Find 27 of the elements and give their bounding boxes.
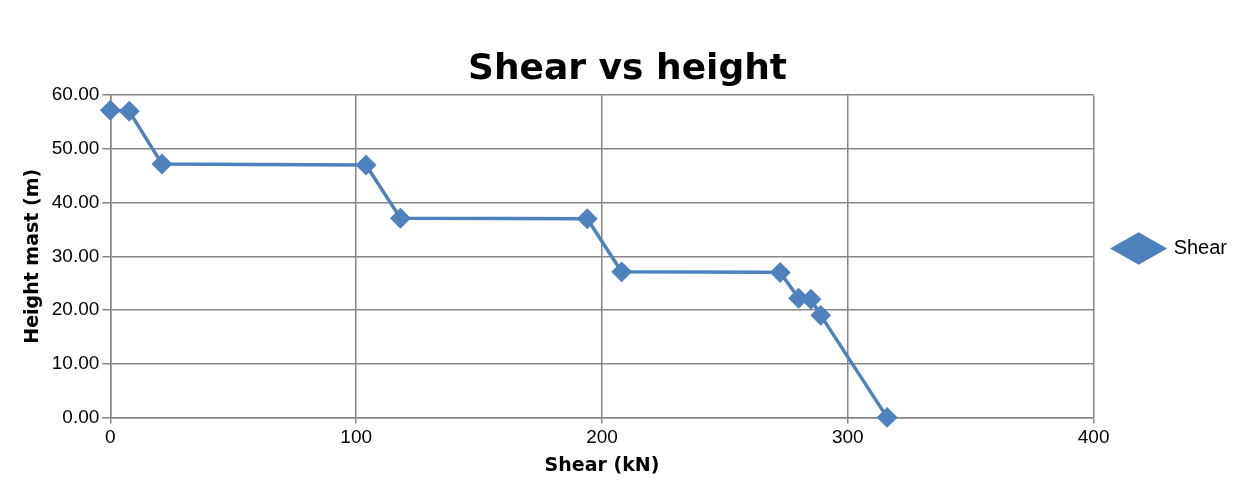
y-tick-label: 50.00: [51, 137, 100, 159]
point: [877, 407, 897, 428]
y-tick-label: 0.00: [62, 405, 100, 427]
point: [356, 155, 376, 175]
x-tick-label: 0: [105, 426, 116, 448]
y-tick-label: 30.00: [51, 244, 100, 266]
legend-label: Shear: [1173, 236, 1228, 259]
point: [577, 208, 597, 229]
y-axis-title: Height mast (m): [20, 168, 43, 344]
y-tick-label: 40.00: [51, 190, 100, 212]
chart-title: Shear vs height: [468, 45, 787, 87]
point: [152, 154, 172, 174]
y-tick-label: 60.00: [51, 83, 100, 105]
x-tick-label: 400: [1077, 426, 1110, 448]
x-tick-label: 300: [831, 426, 864, 448]
x-tick-label: 100: [340, 426, 373, 448]
point: [390, 208, 411, 228]
point: [770, 262, 790, 283]
point: [801, 289, 821, 310]
point: [119, 101, 140, 122]
y-tick-label: 10.00: [51, 351, 100, 373]
point: [100, 100, 121, 120]
x-tick-label: 200: [586, 426, 618, 448]
x-axis-title: Shear (kN): [544, 452, 660, 475]
point: [611, 262, 632, 282]
point: [811, 305, 831, 326]
y-tick-label: 20.00: [51, 298, 100, 320]
